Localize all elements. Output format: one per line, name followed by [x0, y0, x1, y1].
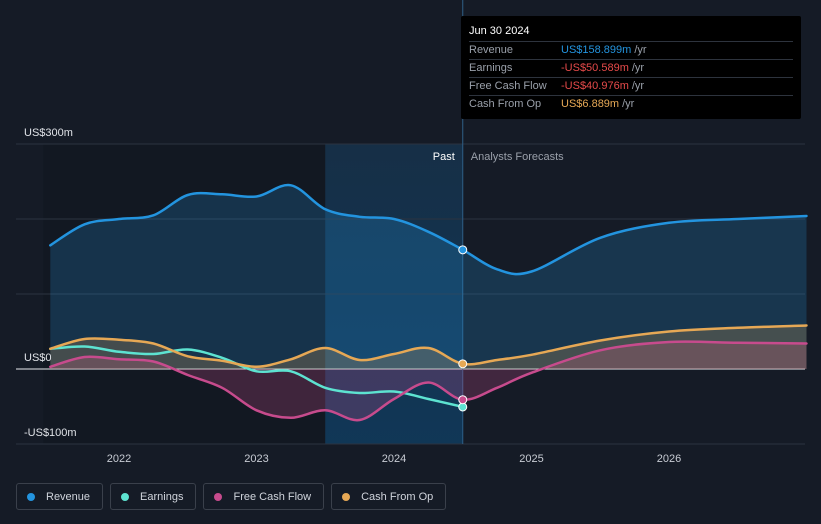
legend-item-revenue[interactable]: Revenue: [16, 483, 104, 510]
tooltip-row-free-cash-flow: Free Cash Flow -US$40.976m /yr: [469, 78, 793, 96]
cash-from-op-marker: [458, 359, 468, 369]
tooltip-unit: /yr: [631, 80, 645, 92]
legend-dot-icon: [214, 492, 223, 501]
legend-item-free-cash-flow[interactable]: Free Cash Flow: [203, 483, 325, 510]
tooltip-unit: /yr: [634, 44, 647, 56]
legend-dot-icon: [27, 492, 35, 501]
tooltip-value: US$6.889m: [561, 98, 620, 110]
past-label: Past: [433, 151, 455, 163]
legend-item-cash-from-op[interactable]: Cash From Op: [331, 483, 447, 510]
revenue-area: [50, 185, 807, 369]
x-tick-label: 2022: [107, 453, 131, 465]
y-tick-label: -US$100m: [24, 427, 77, 439]
tooltip-label: Revenue: [469, 44, 514, 56]
tooltip-row-cash-from-op: Cash From Op US$6.889m /yr: [469, 96, 793, 113]
x-tick-label: 2025: [519, 453, 543, 465]
x-tick-label: 2024: [382, 453, 406, 465]
legend-label: Free Cash Flow: [233, 490, 312, 503]
tooltip-label: Free Cash Flow: [469, 80, 547, 92]
y-tick-label: US$0: [24, 352, 52, 364]
legend-label: Revenue: [46, 490, 91, 503]
free-cash-flow-line: [49, 340, 808, 422]
tooltip-label: Earnings: [469, 62, 513, 74]
tooltip-value: -US$40.976m: [561, 80, 629, 92]
free-cash-flow-marker: [458, 395, 468, 405]
revenue-marker: [458, 245, 468, 255]
tooltip-value: -US$50.589m: [561, 62, 629, 74]
x-tick-label: 2026: [657, 453, 681, 465]
legend: Revenue Earnings Free Cash Flow Cash Fro…: [16, 483, 447, 510]
tooltip: Jun 30 2024 Revenue US$158.899m /yr Earn…: [461, 16, 801, 119]
earnings-line: [49, 345, 465, 409]
revenue-line: [49, 183, 808, 276]
tooltip-row-revenue: Revenue US$158.899m /yr: [469, 42, 793, 60]
free-cash-flow-area: [50, 341, 807, 421]
x-tick-label: 2023: [244, 453, 268, 465]
tooltip-row-earnings: Earnings -US$50.589m /yr: [469, 60, 793, 78]
legend-label: Cash From Op: [361, 490, 434, 503]
tooltip-unit: /yr: [622, 98, 635, 110]
legend-dot-icon: [121, 492, 130, 501]
tooltip-label: Cash From Op: [469, 98, 542, 110]
tooltip-date: Jun 30 2024: [469, 24, 793, 42]
tooltip-value: US$158.899m: [561, 44, 632, 56]
forecast-label: Analysts Forecasts: [471, 151, 564, 163]
cash-from-op-line: [49, 324, 808, 369]
tooltip-unit: /yr: [631, 62, 645, 74]
legend-item-earnings[interactable]: Earnings: [110, 483, 197, 510]
y-tick-label: US$300m: [24, 127, 73, 139]
legend-dot-icon: [342, 492, 351, 501]
cash-from-op-area: [50, 325, 807, 369]
legend-label: Earnings: [140, 490, 184, 503]
